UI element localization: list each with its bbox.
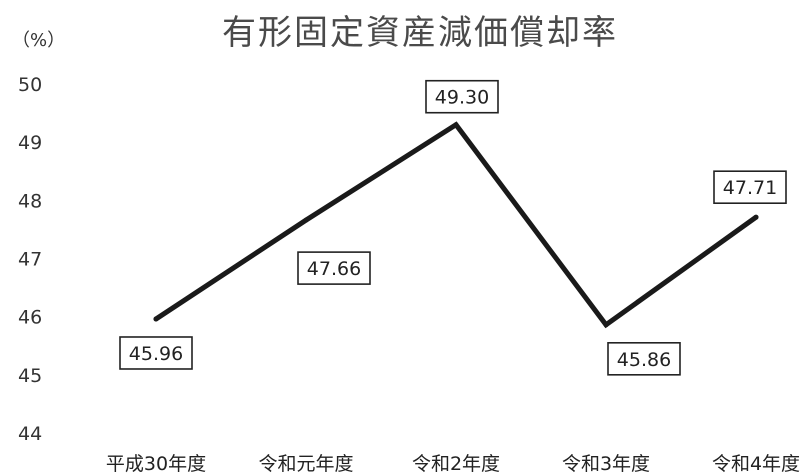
y-tick-label: 47 — [18, 249, 42, 271]
data-label-box — [297, 251, 371, 285]
y-axis-ticks: 44 45 46 47 48 49 50 — [18, 74, 42, 445]
y-tick-label: 50 — [18, 74, 42, 96]
x-tick-label: 令和3年度 — [562, 453, 650, 475]
y-tick-label: 49 — [18, 132, 42, 154]
data-label-text: 45.96 — [129, 343, 183, 365]
data-point — [603, 322, 609, 328]
data-label: 47.71 — [713, 170, 787, 205]
data-point — [753, 214, 759, 220]
data-label-text: 47.66 — [307, 258, 361, 280]
x-tick-label: 令和4年度 — [712, 453, 800, 475]
data-label-box — [119, 336, 193, 370]
y-axis-unit: （%） — [12, 30, 65, 51]
data-labels: 45.96 47.66 49.30 45.86 47.71 — [119, 79, 787, 376]
y-tick-label: 48 — [18, 190, 42, 212]
series-line — [153, 121, 759, 329]
data-label-text: 45.86 — [617, 349, 671, 371]
data-label-text: 49.30 — [435, 87, 489, 109]
series-group — [153, 121, 759, 329]
data-label-box — [607, 342, 681, 376]
x-tick-label: 令和2年度 — [412, 453, 500, 475]
x-tick-label: 平成30年度 — [106, 453, 206, 475]
data-label-box — [713, 170, 787, 205]
data-label-box — [425, 79, 499, 114]
data-label: 49.30 — [425, 79, 499, 114]
data-label-text: 47.71 — [723, 177, 777, 199]
x-tick-label: 令和元年度 — [258, 453, 353, 475]
data-point — [303, 217, 309, 223]
y-tick-label: 45 — [18, 365, 42, 387]
chart-title: 有形固定資産減価償却率 — [222, 13, 618, 53]
data-label: 45.86 — [607, 342, 681, 376]
data-point — [453, 122, 459, 128]
data-label: 47.66 — [297, 251, 371, 285]
y-tick-label: 46 — [18, 307, 42, 329]
data-point — [153, 316, 159, 322]
data-label: 45.96 — [119, 336, 193, 370]
x-axis-ticks: 平成30年度 令和元年度 令和2年度 令和3年度 令和4年度 — [106, 453, 800, 475]
y-tick-label: 44 — [18, 423, 42, 445]
